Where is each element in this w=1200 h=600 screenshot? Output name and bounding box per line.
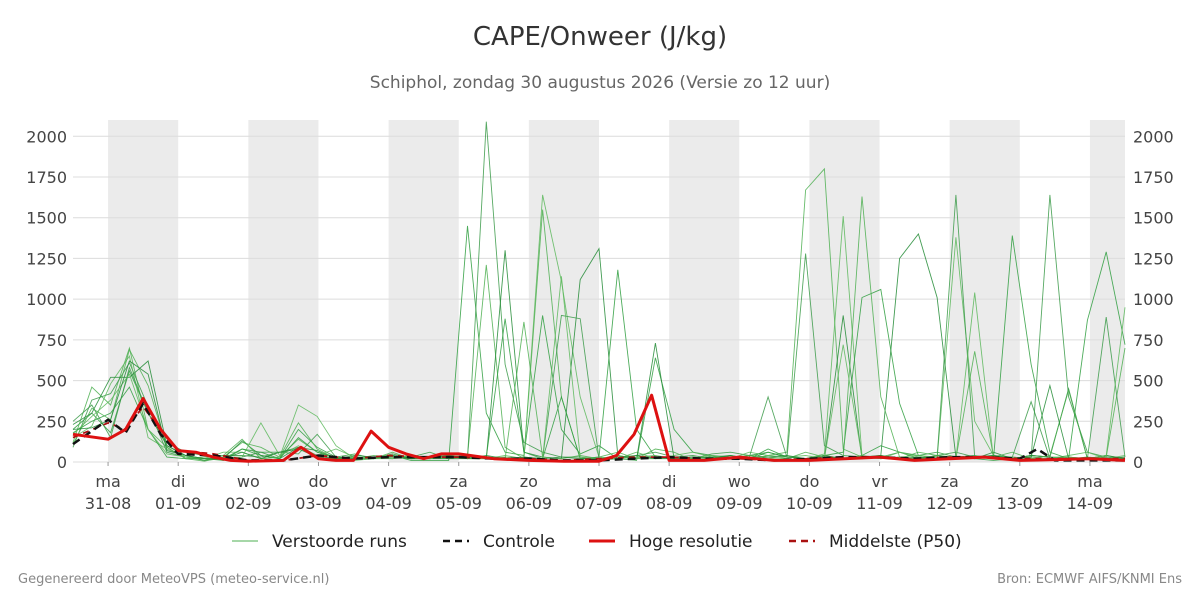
- x-tick-day: ma: [1077, 472, 1102, 491]
- y-tick-label-right: 250: [1133, 412, 1164, 431]
- y-tick-label-left: 250: [36, 412, 67, 431]
- y-tick-label-left: 1500: [26, 209, 67, 228]
- x-tick-date: 13-09: [997, 494, 1044, 513]
- series-line-hoge-resolutie: [72, 393, 1126, 463]
- x-tick-day: di: [662, 472, 677, 491]
- x-tick-day: do: [799, 472, 819, 491]
- legend-label: Middelste (P50): [829, 532, 962, 552]
- chart-subtitle: Schiphol, zondag 30 augustus 2026 (Versi…: [369, 73, 831, 93]
- x-tick-day: za: [450, 472, 468, 491]
- x-tick-day: do: [308, 472, 328, 491]
- x-tick-day: za: [941, 472, 959, 491]
- x-tick-date: 07-09: [576, 494, 623, 513]
- x-tick-day: ma: [95, 472, 120, 491]
- y-tick-label-left: 2000: [26, 127, 67, 146]
- footer-source: Bron: ECMWF AIFS/KNMI Ens: [997, 572, 1182, 587]
- legend-label: Verstoorde runs: [272, 532, 407, 552]
- y-tick-label-right: 2000: [1133, 127, 1174, 146]
- y-tick-label-left: 1250: [26, 249, 67, 268]
- perturbed-run-line: [72, 225, 1126, 461]
- x-tick-date: 12-09: [926, 494, 973, 513]
- y-tick-label-right: 500: [1133, 372, 1164, 391]
- y-tick-label-left: 1000: [26, 290, 67, 309]
- y-tick-label-right: 1000: [1133, 290, 1174, 309]
- x-tick-date: 08-09: [646, 494, 693, 513]
- y-tick-label-left: 1750: [26, 168, 67, 187]
- x-tick-day: wo: [728, 472, 751, 491]
- x-tick-date: 01-09: [155, 494, 202, 513]
- shade-band: [108, 120, 179, 462]
- x-tick-date: 09-09: [716, 494, 763, 513]
- y-tick-label-left: 500: [36, 372, 67, 391]
- x-tick-day: di: [171, 472, 186, 491]
- x-tick-day: zo: [1011, 472, 1029, 491]
- shade-band: [949, 120, 1020, 462]
- shade-band: [528, 120, 599, 462]
- x-tick-date: 06-09: [506, 494, 553, 513]
- chart-title: CAPE/Onweer (J/kg): [472, 22, 728, 52]
- y-tick-label-right: 1500: [1133, 209, 1174, 228]
- x-tick-date: 14-09: [1067, 494, 1114, 513]
- shade-band: [388, 120, 459, 462]
- legend-label: Hoge resolutie: [629, 532, 753, 552]
- shade-band: [669, 120, 740, 462]
- y-tick-label-left: 0: [57, 453, 67, 472]
- x-tick-date: 31-08: [85, 494, 132, 513]
- x-tick-day: zo: [520, 472, 538, 491]
- x-tick-date: 03-09: [295, 494, 342, 513]
- y-tick-label-right: 0: [1133, 453, 1143, 472]
- x-tick-day: vr: [381, 472, 397, 491]
- x-tick-date: 11-09: [856, 494, 903, 513]
- y-tick-label-right: 750: [1133, 331, 1164, 350]
- shade-band: [809, 120, 880, 462]
- y-tick-label-right: 1250: [1133, 249, 1174, 268]
- x-tick-date: 02-09: [225, 494, 272, 513]
- y-tick-label-left: 750: [36, 331, 67, 350]
- x-tick-date: 05-09: [435, 494, 482, 513]
- x-tick-day: wo: [237, 472, 260, 491]
- y-tick-label-right: 1750: [1133, 168, 1174, 187]
- footer-generator: Gegenereerd door MeteoVPS (meteo-service…: [18, 572, 330, 587]
- x-tick-date: 10-09: [786, 494, 833, 513]
- x-tick-day: vr: [872, 472, 888, 491]
- legend-label: Controle: [483, 532, 555, 552]
- x-tick-date: 04-09: [365, 494, 412, 513]
- x-tick-day: ma: [586, 472, 611, 491]
